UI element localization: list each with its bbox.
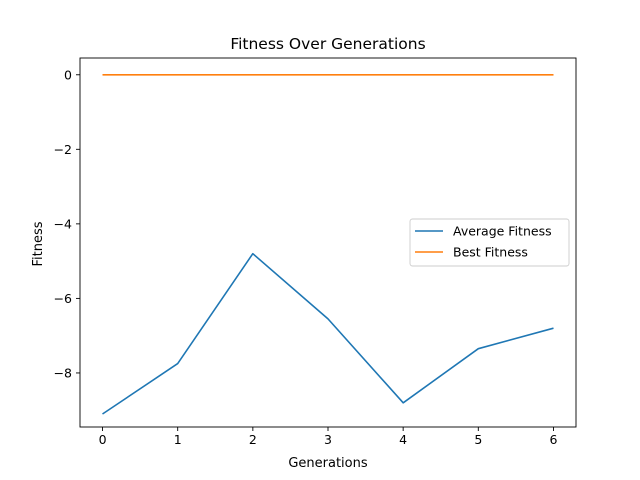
x-tick-label: 2 <box>249 432 257 447</box>
chart-title: Fitness Over Generations <box>230 35 425 53</box>
y-axis-title: Fitness <box>31 221 46 266</box>
y-tick-label: −8 <box>54 365 72 380</box>
x-tick-label: 5 <box>474 432 482 447</box>
legend-label-0: Average Fitness <box>453 224 552 239</box>
x-axis-title: Generations <box>288 456 368 471</box>
legend-box <box>409 218 570 267</box>
x-tick-label: 1 <box>174 432 182 447</box>
series-line-0 <box>102 252 554 415</box>
y-tick-label: −2 <box>54 142 72 157</box>
y-tick-label: −4 <box>54 216 72 231</box>
x-tick-label: 0 <box>99 432 107 447</box>
x-tick-label: 6 <box>549 432 557 447</box>
legend-label-1: Best Fitness <box>453 245 528 260</box>
x-tick-label: 3 <box>324 432 332 447</box>
legend: Average Fitness Best Fitness <box>409 218 570 267</box>
y-tick-label: −6 <box>54 291 72 306</box>
axis-ticks: 0 1 2 3 4 5 6 0 −2 −4 −6 −8 <box>54 67 558 447</box>
y-tick-label: 0 <box>64 67 72 82</box>
x-tick-label: 4 <box>399 432 407 447</box>
